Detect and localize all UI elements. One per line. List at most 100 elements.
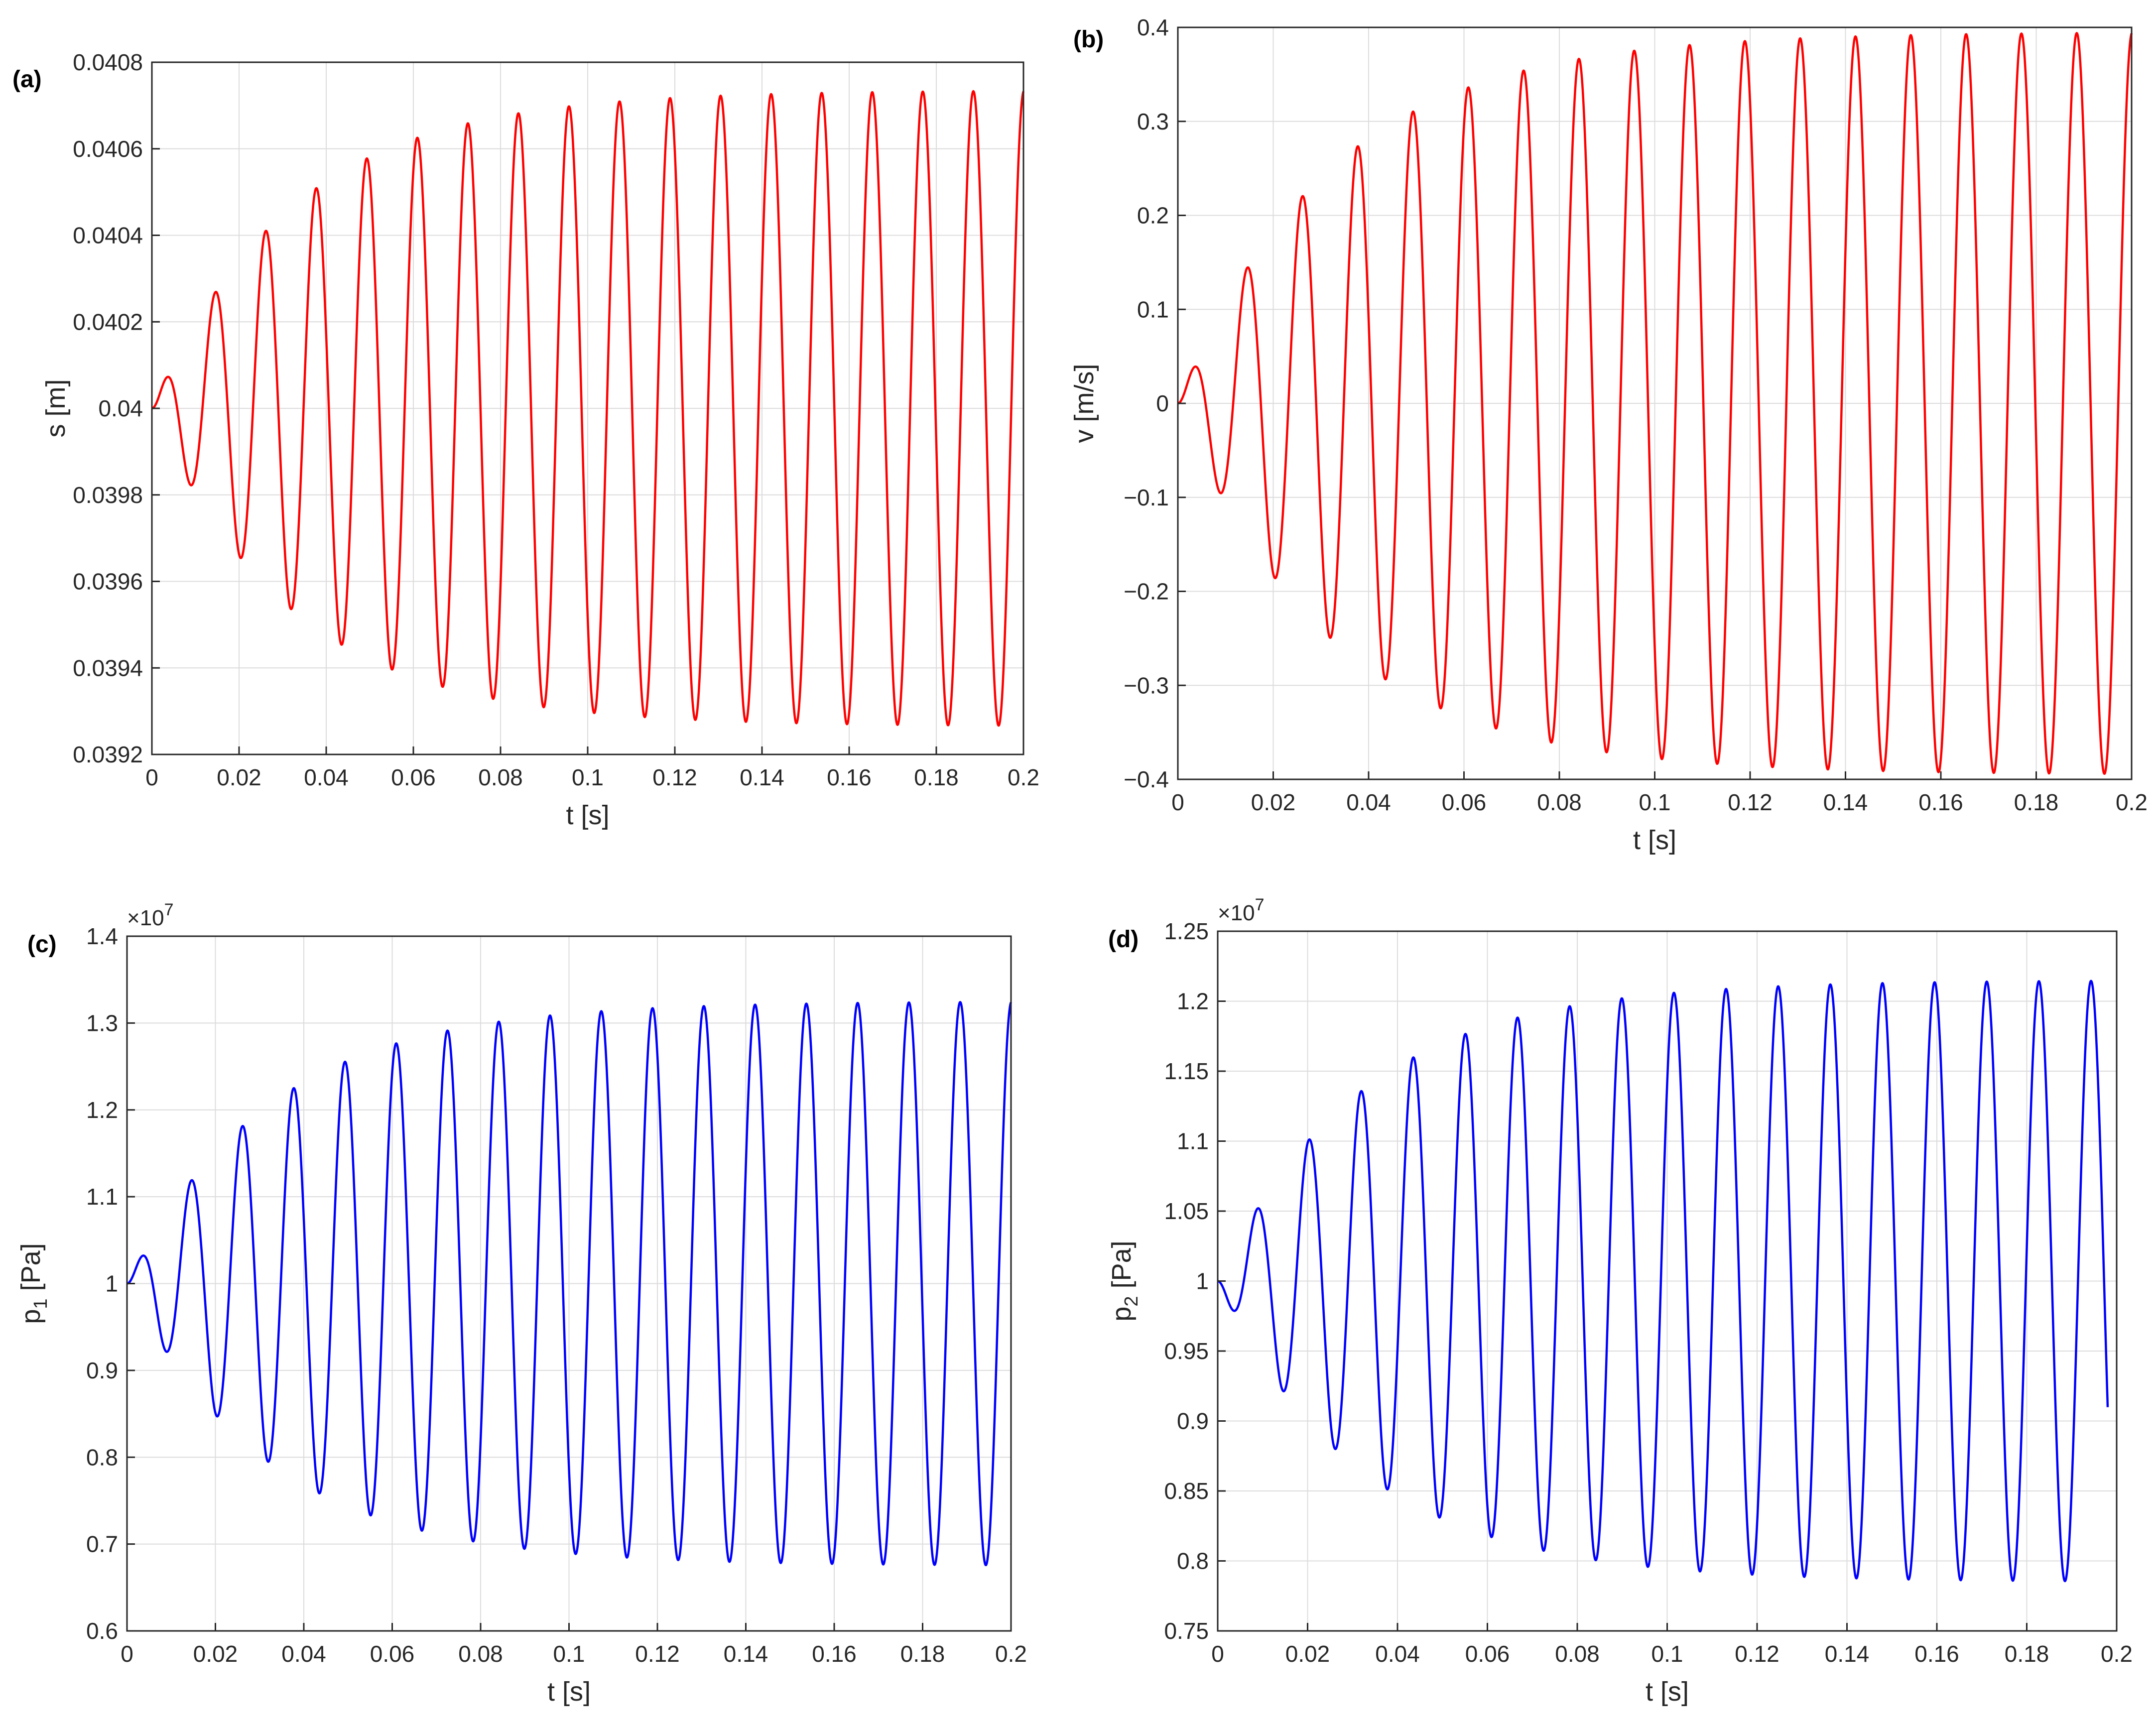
chart-panel-4: 0 0.02 0.04 0.06 0.08 0.1 0.12 0.14 0.16 0.18 0.2 0… [1107, 895, 2133, 1707]
axis-exponent-label: ×107 [1218, 895, 1265, 925]
x-tick-label: 0.06 [1442, 789, 1487, 815]
y-axis-label: p2 [Pa] [1107, 1240, 1142, 1321]
x-tick-label: 0.06 [1465, 1641, 1510, 1667]
x-tick-label: 0.02 [1285, 1641, 1330, 1667]
chart-panel-2: 0 0.02 0.04 0.06 0.08 0.1 0.12 0.14 0.16 0.18 0.2 −… [1069, 14, 2148, 855]
y-tick-label: 0.0398 [73, 482, 143, 508]
x-tick-label: 0.1 [1651, 1641, 1683, 1667]
y-tick-label: 0.7 [86, 1531, 118, 1557]
x-tick-label: 0.12 [635, 1641, 680, 1667]
series-line-s [151, 90, 1025, 727]
y-tick-label: 0.0408 [73, 49, 143, 75]
y-tick-label: 0.75 [1164, 1618, 1209, 1644]
y-tick-label: 1.1 [86, 1184, 118, 1210]
x-tick-label: 0.08 [478, 764, 523, 790]
x-axis-label: t [s] [1646, 1677, 1689, 1707]
y-tick-label: −0.3 [1124, 672, 1169, 698]
y-tick-label: −0.2 [1124, 579, 1169, 605]
series-line-v [1177, 32, 2133, 775]
y-tick-label: 0.9 [1177, 1408, 1209, 1434]
x-tick-label: 0.18 [2014, 789, 2059, 815]
y-tick-label: 1.4 [86, 923, 118, 949]
y-tick-label: 1.05 [1164, 1198, 1209, 1224]
x-tick-label: 0.02 [193, 1641, 238, 1667]
y-tick-label: 0.4 [1137, 14, 1169, 40]
x-axis-label: t [s] [566, 800, 609, 830]
panel-label: (a) [12, 66, 42, 93]
x-tick-label: 0.06 [370, 1641, 415, 1667]
x-axis-label: t [s] [1633, 825, 1676, 855]
x-tick-label: 0.04 [281, 1641, 326, 1667]
chart-panel-1: 0 0.02 0.04 0.06 0.08 0.1 0.12 0.14 0.16 0.18 0.2 0… [12, 49, 1039, 830]
series-line-p2 [1217, 980, 2109, 1583]
y-axis-label: p1 [Pa] [16, 1243, 51, 1324]
x-tick-label: 0.18 [900, 1641, 945, 1667]
y-tick-label: 0.0404 [73, 223, 143, 248]
y-tick-label: 0.95 [1164, 1338, 1209, 1364]
x-tick-label: 0.12 [1735, 1641, 1779, 1667]
x-tick-label: 0.12 [652, 764, 697, 790]
y-tick-label: 0.04 [98, 395, 143, 421]
y-tick-label: 1 [1196, 1268, 1209, 1294]
x-tick-label: 0.18 [914, 764, 959, 790]
panel-label: (d) [1108, 926, 1139, 953]
y-axis-label: v [m/s] [1069, 364, 1099, 443]
y-tick-label: 0.8 [86, 1444, 118, 1470]
x-tick-label: 0.08 [1555, 1641, 1600, 1667]
x-tick-label: 0.18 [2005, 1641, 2049, 1667]
x-tick-label: 0.1 [1639, 789, 1671, 815]
x-tick-label: 0 [1211, 1641, 1224, 1667]
x-tick-label: 0.12 [1728, 789, 1773, 815]
y-tick-label: 0.0394 [73, 655, 143, 681]
y-tick-label: 1.15 [1164, 1058, 1209, 1084]
x-tick-label: 0.1 [572, 764, 604, 790]
y-tick-label: 1.2 [1177, 989, 1209, 1014]
x-tick-label: 0.04 [1375, 1641, 1420, 1667]
y-tick-label: 0.0392 [73, 741, 143, 767]
x-tick-label: 0.08 [458, 1641, 503, 1667]
panel-label: (b) [1073, 26, 1104, 53]
y-tick-label: 0.8 [1177, 1548, 1209, 1574]
y-tick-label: 1.25 [1164, 918, 1209, 944]
y-tick-label: 1.1 [1177, 1128, 1209, 1154]
x-axis-label: t [s] [547, 1677, 591, 1707]
x-tick-label: 0.1 [553, 1641, 585, 1667]
x-tick-label: 0.02 [1251, 789, 1296, 815]
y-tick-label: 0.1 [1137, 296, 1169, 322]
panel-label: (c) [27, 931, 57, 958]
series-line-p1 [126, 1001, 1013, 1567]
x-tick-label: 0.04 [1346, 789, 1391, 815]
y-tick-label: 0.0396 [73, 569, 143, 595]
x-tick-label: 0.2 [2101, 1641, 2133, 1667]
y-tick-label: −0.4 [1124, 766, 1169, 792]
x-tick-label: 0.04 [304, 764, 349, 790]
y-tick-label: 0.2 [1137, 203, 1169, 229]
x-tick-label: 0.14 [1823, 789, 1868, 815]
x-tick-label: 0 [145, 764, 158, 790]
y-tick-label: 0.0402 [73, 309, 143, 335]
y-tick-label: 1.2 [86, 1097, 118, 1123]
y-tick-label: 0 [1156, 390, 1169, 416]
y-tick-label: 0.9 [86, 1358, 118, 1383]
chart-panel-3: 0 0.02 0.04 0.06 0.08 0.1 0.12 0.14 0.16 0.18 0.2 0… [16, 900, 1027, 1707]
x-tick-label: 0.14 [740, 764, 784, 790]
y-axis-label: s [m] [41, 379, 71, 438]
y-tick-label: 0.3 [1137, 109, 1169, 134]
x-tick-label: 0 [121, 1641, 133, 1667]
x-tick-label: 0.2 [995, 1641, 1027, 1667]
x-tick-label: 0.14 [724, 1641, 768, 1667]
x-tick-label: 0 [1171, 789, 1184, 815]
axis-exponent-label: ×107 [127, 900, 174, 930]
y-tick-label: 0.85 [1164, 1478, 1209, 1504]
x-tick-label: 0.16 [812, 1641, 857, 1667]
y-tick-label: 0.0406 [73, 136, 143, 162]
y-tick-label: 1 [105, 1271, 118, 1297]
x-tick-label: 0.16 [1918, 789, 1963, 815]
x-tick-label: 0.16 [1914, 1641, 1959, 1667]
x-tick-label: 0.2 [2116, 789, 2148, 815]
x-tick-label: 0.2 [1008, 764, 1039, 790]
x-tick-label: 0.02 [217, 764, 261, 790]
x-tick-label: 0.08 [1537, 789, 1582, 815]
x-tick-label: 0.16 [827, 764, 872, 790]
